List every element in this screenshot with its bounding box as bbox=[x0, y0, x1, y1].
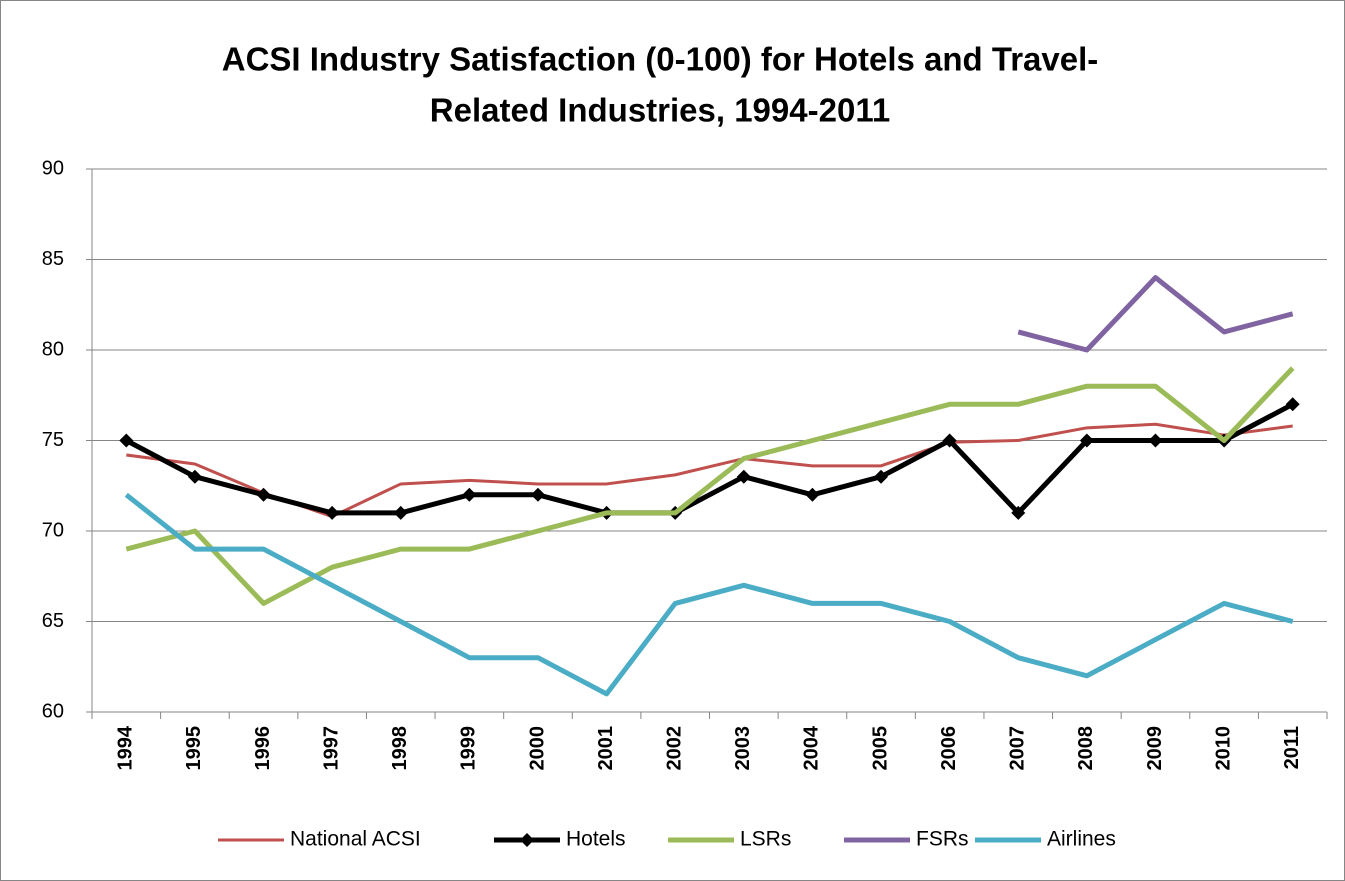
y-tick-label: 85 bbox=[42, 248, 64, 270]
series-line bbox=[1017, 275, 1294, 353]
point-marker bbox=[942, 433, 957, 448]
y-tick-label: 80 bbox=[42, 338, 64, 360]
point-marker bbox=[874, 469, 889, 484]
chart-title: Related Industries, 1994-2011 bbox=[430, 92, 890, 129]
point-marker bbox=[805, 487, 820, 502]
x-tick-label: 2009 bbox=[1144, 726, 1166, 771]
legend-label: FSRs bbox=[916, 828, 969, 851]
point-marker bbox=[1285, 397, 1300, 412]
series-line bbox=[126, 422, 1293, 519]
x-tick-label: 2010 bbox=[1212, 726, 1234, 771]
x-tick-label: 2008 bbox=[1075, 726, 1097, 771]
x-tick-label: 1994 bbox=[115, 725, 137, 770]
legend-label: LSRs bbox=[740, 828, 791, 851]
point-marker bbox=[1011, 505, 1026, 520]
series-line bbox=[124, 492, 1294, 697]
legend-label: National ACSI bbox=[290, 828, 421, 851]
x-tick-label: 2007 bbox=[1007, 726, 1029, 771]
x-tick-label: 2002 bbox=[663, 726, 685, 771]
y-tick-label: 70 bbox=[42, 519, 64, 541]
y-tick-label: 60 bbox=[42, 700, 64, 722]
point-marker bbox=[187, 469, 202, 484]
point-marker bbox=[1079, 433, 1094, 448]
point-marker bbox=[325, 505, 340, 520]
x-tick-label: 2006 bbox=[938, 726, 960, 771]
x-tick-label: 2011 bbox=[1281, 726, 1303, 769]
x-tick-label: 1997 bbox=[320, 726, 342, 771]
point-marker bbox=[393, 505, 408, 520]
x-tick-label: 1998 bbox=[389, 726, 411, 771]
series-line bbox=[125, 402, 1294, 516]
point-marker bbox=[530, 487, 545, 502]
x-tick-label: 1995 bbox=[183, 726, 205, 771]
x-tick-label: 1999 bbox=[458, 726, 480, 771]
x-tick-label: 2004 bbox=[801, 725, 823, 770]
legend-label: Hotels bbox=[566, 828, 626, 851]
point-marker bbox=[256, 487, 271, 502]
y-tick-label: 90 bbox=[42, 157, 64, 179]
y-tick-label: 65 bbox=[42, 610, 64, 632]
x-tick-label: 2001 bbox=[595, 726, 617, 771]
y-tick-label: 75 bbox=[42, 429, 64, 451]
legend-label: Airlines bbox=[1047, 828, 1116, 851]
point-marker bbox=[1148, 433, 1163, 448]
point-marker bbox=[119, 433, 134, 448]
x-tick-label: 2005 bbox=[869, 726, 891, 771]
x-tick-label: 2003 bbox=[732, 726, 754, 771]
x-tick-label: 1996 bbox=[252, 726, 274, 771]
series-line bbox=[125, 366, 1295, 606]
chart-title: ACSI Industry Satisfaction (0-100) for H… bbox=[222, 41, 1099, 78]
point-marker bbox=[462, 487, 477, 502]
point-marker bbox=[736, 469, 751, 484]
x-tick-label: 2000 bbox=[526, 726, 548, 771]
legend-marker bbox=[520, 833, 534, 847]
